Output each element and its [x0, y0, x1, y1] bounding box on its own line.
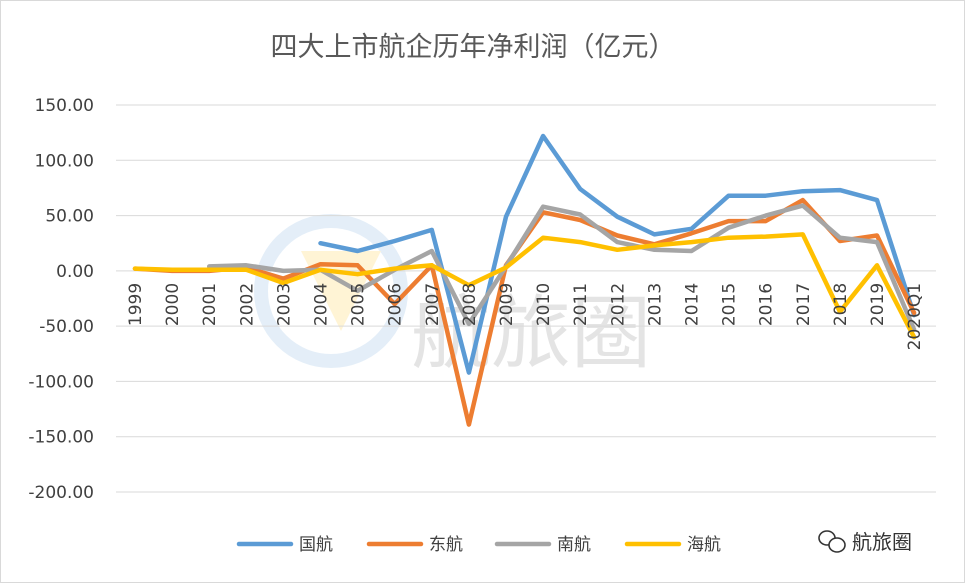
x-tick-label: 2009 — [497, 283, 517, 326]
x-tick-label: 2019 — [868, 283, 888, 326]
x-tick-label: 2004 — [312, 283, 332, 326]
source-label: 航旅圈 — [852, 530, 912, 554]
x-tick-label: 2014 — [683, 283, 703, 326]
y-tick-label: 50.00 — [45, 207, 94, 227]
x-tick-label: 2010 — [534, 283, 554, 326]
x-axis: 1999 2000 2001 2002 2003 2004 2005 2006 2007 2008… — [126, 283, 925, 350]
wechat-icon — [818, 530, 846, 553]
series-line-3 — [206, 203, 917, 332]
x-tick-label: 2015 — [720, 283, 740, 326]
y-tick-label: -100.00 — [28, 372, 94, 392]
series-line-4 — [132, 232, 917, 340]
x-tick-label: 2007 — [423, 283, 443, 326]
series-lines — [132, 133, 917, 427]
x-tick-label: 2012 — [608, 283, 628, 326]
y-tick-label: 150.00 — [35, 96, 94, 116]
wechat-mark: 航旅圈 — [818, 530, 912, 554]
x-tick-label: 2008 — [460, 283, 480, 326]
x-tick-label: 2002 — [237, 283, 257, 326]
x-tick-label: 2003 — [274, 283, 294, 326]
x-tick-label: 2020Q1 — [905, 283, 925, 350]
x-tick-label: 2013 — [645, 283, 665, 326]
y-tick-label: -200.00 — [28, 483, 94, 503]
legend-label: 海航 — [687, 535, 721, 555]
legend-label: 东航 — [429, 535, 463, 555]
legend-label: 国航 — [299, 535, 333, 555]
x-tick-label: 2000 — [163, 283, 183, 326]
y-tick-label: 100.00 — [35, 151, 94, 171]
x-tick-label: 2016 — [757, 283, 777, 326]
x-tick-label: 2011 — [571, 283, 591, 326]
x-tick-label: 1999 — [126, 283, 146, 326]
x-tick-label: 2006 — [386, 283, 406, 326]
x-tick-label: 2017 — [794, 283, 814, 326]
series-line-1 — [318, 133, 917, 375]
x-tick-label: 2005 — [349, 283, 369, 326]
legend: 国航 东航 南航 海航 — [236, 535, 721, 555]
x-tick-label: 2001 — [200, 283, 220, 326]
y-tick-label: 0.00 — [56, 262, 94, 282]
chart-title: 四大上市航企历年净利润（亿元） — [271, 32, 676, 63]
y-tick-label: -50.00 — [39, 317, 94, 337]
legend-label: 南航 — [557, 535, 591, 555]
y-tick-label: -150.00 — [28, 428, 94, 448]
x-tick-label: 2018 — [831, 283, 851, 326]
y-axis: 150.00 100.00 50.00 0.00 -50.00 -100.00 -150.0… — [28, 96, 94, 503]
